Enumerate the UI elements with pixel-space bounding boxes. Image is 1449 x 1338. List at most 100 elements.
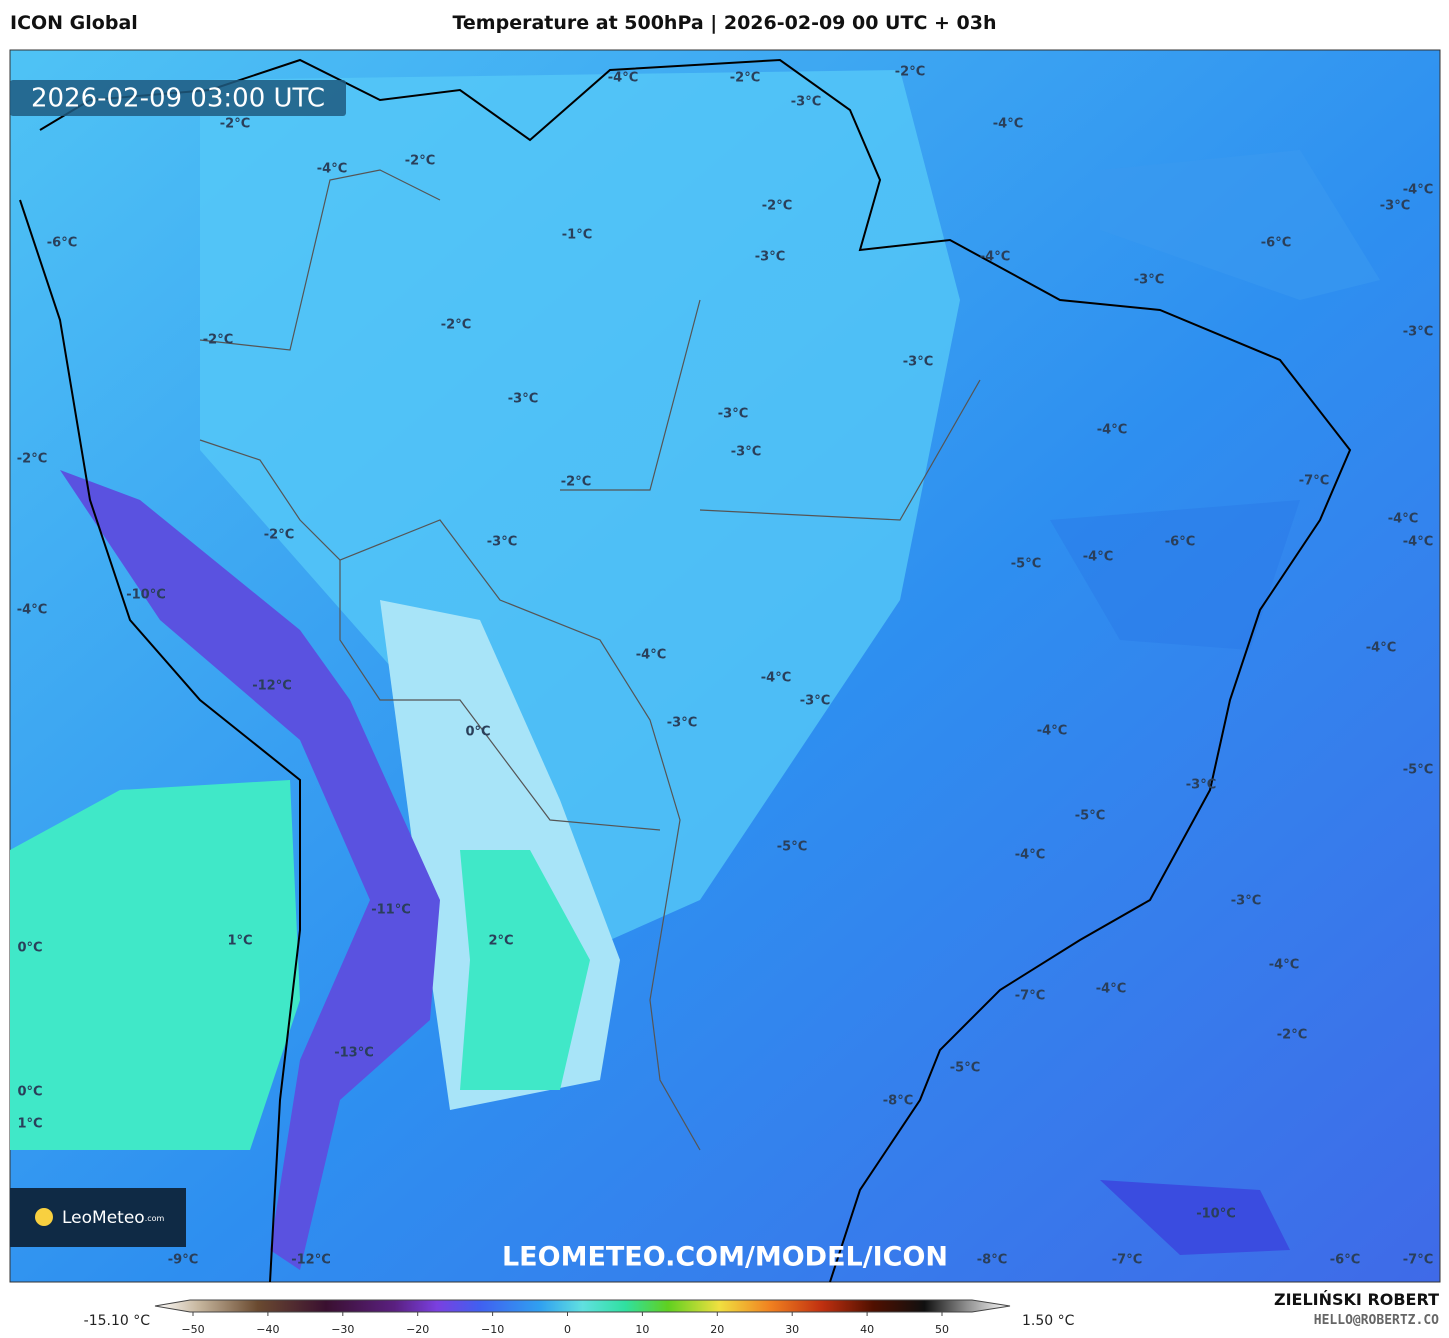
legend-tick-label: −50: [181, 1323, 204, 1336]
contour-label: -7°C: [1403, 1253, 1433, 1268]
contour-label: -4°C: [636, 648, 666, 663]
contour-label: -3°C: [487, 535, 517, 550]
contour-label: -5°C: [1075, 809, 1105, 824]
contour-label: 0°C: [465, 725, 490, 740]
contour-label: -7°C: [1299, 474, 1329, 489]
contour-label: -4°C: [1097, 423, 1127, 438]
contour-label: -4°C: [761, 671, 791, 686]
timestamp: 2026-02-09 03:00 UTC: [31, 84, 325, 114]
contour-label: -4°C: [1096, 982, 1126, 997]
contour-label: -12°C: [252, 679, 292, 694]
contour-label: -5°C: [777, 840, 807, 855]
legend-tick-label: 20: [710, 1323, 724, 1336]
legend-tick-label: 40: [860, 1323, 874, 1336]
contour-label: -3°C: [1231, 894, 1261, 909]
coastline: [19, 58, 1352, 1283]
legend-tick-label: 10: [635, 1323, 649, 1336]
contour-label: -7°C: [1015, 989, 1045, 1004]
contour-label: -13°C: [334, 1046, 374, 1061]
legend-tick-label: −40: [256, 1323, 279, 1336]
contour-label: -6°C: [47, 236, 77, 251]
contour-label: -8°C: [977, 1253, 1007, 1268]
contour-label: -3°C: [755, 250, 785, 265]
contour-label: -6°C: [1261, 236, 1291, 251]
legend-tick-label: 50: [935, 1323, 949, 1336]
contour-label: -4°C: [1366, 641, 1396, 656]
contour-label: -3°C: [903, 355, 933, 370]
contour-label: -3°C: [800, 694, 830, 709]
contour-label: -2°C: [405, 154, 435, 169]
contour-label: -3°C: [1380, 199, 1410, 214]
timestamp-box: [10, 80, 346, 116]
contour-label: 1°C: [227, 934, 252, 949]
contour-label: -4°C: [1388, 512, 1418, 527]
legend-max: 1.50 °C: [1022, 1313, 1075, 1329]
contour-label: -6°C: [1165, 535, 1195, 550]
contour-label: -10°C: [126, 588, 166, 603]
contour-label: -8°C: [883, 1094, 913, 1109]
legend-min: -15.10 °C: [84, 1313, 151, 1329]
contour-label: -2°C: [203, 333, 233, 348]
contour-label: -3°C: [731, 445, 761, 460]
legend-tick-label: −30: [331, 1323, 354, 1336]
contour-label: -3°C: [1186, 778, 1216, 793]
watermark: LEOMETEO.COM/MODEL/ICON: [502, 1242, 948, 1273]
contour-label: 0°C: [17, 941, 42, 956]
email: HELLO@ROBERTZ.CO: [1313, 1313, 1439, 1328]
contour-label: 2°C: [488, 934, 513, 949]
author: ZIELIŃSKI ROBERT: [1273, 1290, 1439, 1309]
logo-text: LeoMeteo.com: [62, 1208, 165, 1228]
contour-label: -2°C: [441, 318, 471, 333]
contour-label: -4°C: [17, 603, 47, 618]
contour-label: -2°C: [1277, 1028, 1307, 1043]
contour-label: -7°C: [1112, 1253, 1142, 1268]
contour-labels: -4°C -2°C -2°C-3°C-4°C-2°C-2°C-4°C-4°C-3°C…: [17, 65, 1433, 1268]
contour-label: -4°C: [1083, 550, 1113, 565]
borders: [199, 169, 981, 1151]
contour-label: -2°C: [730, 71, 760, 86]
logo-name: LeoMeteo: [62, 1208, 145, 1228]
model-name: ICON Global: [10, 12, 138, 34]
contour-label: -3°C: [1134, 273, 1164, 288]
legend-tick-label: 30: [785, 1323, 799, 1336]
contour-label: -4°C: [1403, 183, 1433, 198]
colorbar: [154, 1299, 1011, 1313]
contour-label: -1°C: [562, 228, 592, 243]
contour-label: -6°C: [1330, 1253, 1360, 1268]
contour-label: -12°C: [291, 1253, 331, 1268]
contour-label: -10°C: [1196, 1207, 1236, 1222]
contour-label: -4°C: [608, 71, 638, 86]
contour-label: -5°C: [950, 1061, 980, 1076]
map-field: [9, 49, 1441, 1283]
legend-tick-label: 0: [564, 1323, 571, 1336]
contour-label: -3°C: [791, 95, 821, 110]
contour-label: -4°C: [1037, 724, 1067, 739]
contour-label: -2°C: [895, 65, 925, 80]
contour-label: -4°C: [317, 162, 347, 177]
contour-label: -2°C: [264, 528, 294, 543]
contour-label: -2°C: [17, 452, 47, 467]
contour-label: -11°C: [371, 903, 411, 918]
legend-tick-label: −20: [406, 1323, 429, 1336]
logo-sun: [35, 1208, 53, 1226]
legend-tick-label: −10: [481, 1323, 504, 1336]
contour-label: -9°C: [168, 1253, 198, 1268]
contour-label: 1°C: [17, 1117, 42, 1132]
contour-label: 0°C: [17, 1085, 42, 1100]
map-title: Temperature at 500hPa | 2026-02-09 00 UT…: [452, 12, 997, 34]
contour-label: -4°C: [993, 117, 1023, 132]
contour-label: -4°C: [1403, 535, 1433, 550]
contour-label: -4°C: [1269, 958, 1299, 973]
contour-label: -2°C: [762, 199, 792, 214]
contour-label: -3°C: [1403, 325, 1433, 340]
contour-label: -3°C: [508, 392, 538, 407]
contour-label: -5°C: [1403, 763, 1433, 778]
contour-label: -3°C: [718, 407, 748, 422]
legend-ticks: −50 −40 −30 −20 −10 0 10 20 30 40 50: [181, 1312, 949, 1336]
contour-label: -4°C: [1015, 848, 1045, 863]
contour-label: -3°C: [667, 716, 697, 731]
contour-label: -4°C: [980, 250, 1010, 265]
contour-label: -2°C: [561, 475, 591, 490]
